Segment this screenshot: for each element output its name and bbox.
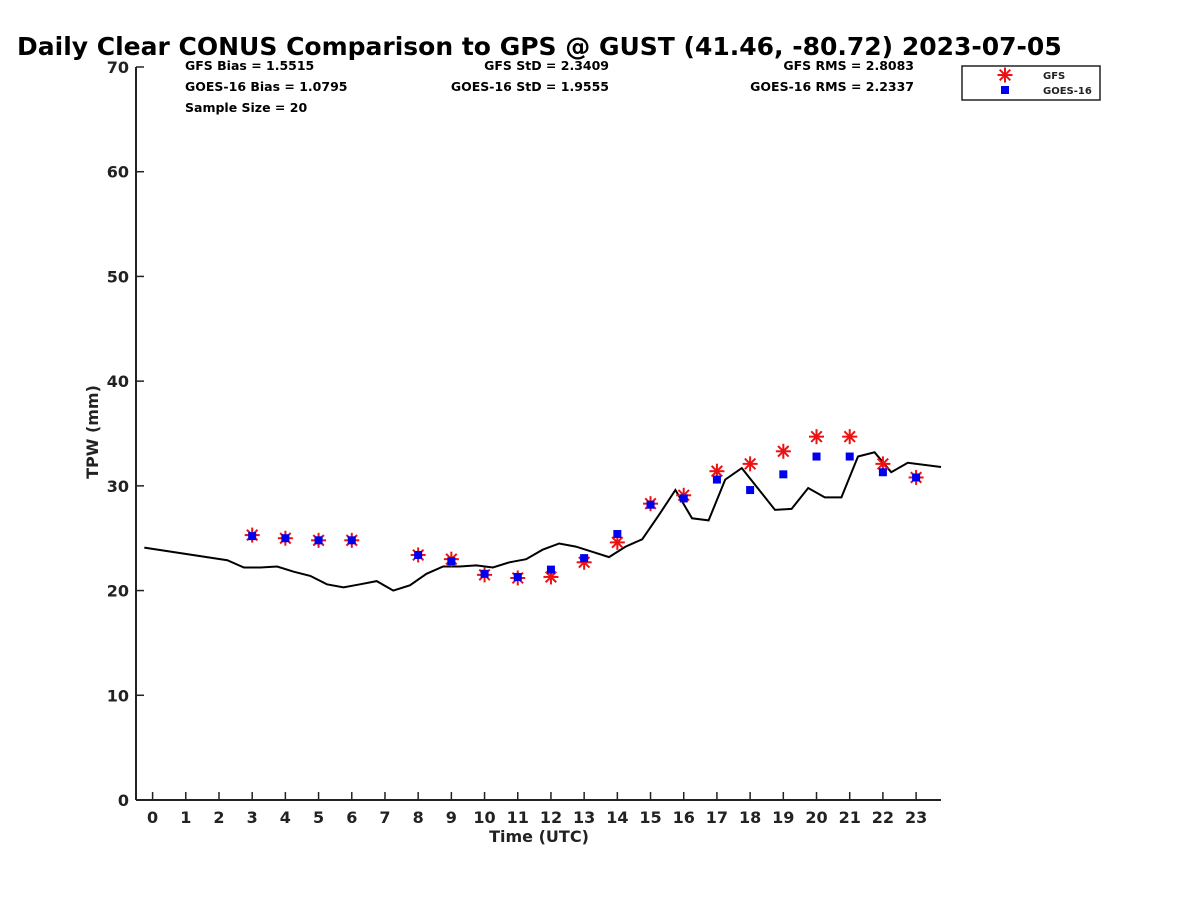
goes-series	[248, 452, 921, 581]
x-tick-label: 3	[247, 808, 258, 827]
y-tick-label: 40	[107, 372, 129, 391]
gfs-point	[842, 429, 858, 445]
goes-point	[347, 536, 356, 545]
goes-point	[646, 500, 655, 509]
x-tick-label: 2	[213, 808, 224, 827]
x-tick-label: 14	[606, 808, 628, 827]
x-tick-label: 6	[346, 808, 357, 827]
x-tick-label: 15	[639, 808, 661, 827]
gfs-point	[809, 429, 825, 445]
x-tick-label: 22	[872, 808, 894, 827]
goes-point	[679, 494, 688, 503]
goes-point	[414, 550, 423, 559]
legend-gfs-marker	[997, 67, 1013, 83]
x-tick-label: 9	[446, 808, 457, 827]
y-tick-label: 70	[107, 58, 129, 77]
stat-goes-bias: GOES-16 Bias = 1.0795	[185, 79, 347, 94]
x-tick-label: 0	[147, 808, 158, 827]
goes-point	[613, 530, 622, 539]
goes-point	[248, 532, 257, 541]
gps-series	[144, 451, 942, 592]
x-tick-label: 20	[805, 808, 827, 827]
gfs-point	[742, 456, 758, 472]
x-tick-label: 21	[839, 808, 861, 827]
chart-title: Daily Clear CONUS Comparison to GPS @ GU…	[17, 32, 1062, 61]
y-tick-label: 60	[107, 163, 129, 182]
legend-gfs-asterisk	[997, 67, 1013, 83]
goes-point	[712, 475, 721, 484]
y-axis-label: TPW (mm)	[83, 385, 102, 479]
goes-point	[746, 486, 755, 495]
x-tick-label: 1	[180, 808, 191, 827]
x-tick-label: 23	[905, 808, 927, 827]
legend-gfs-label: GFS	[1043, 71, 1065, 82]
goes-point	[878, 468, 887, 477]
legend: GFS GOES-16	[961, 65, 1101, 101]
goes-point	[779, 470, 788, 479]
y-tick-label: 20	[107, 582, 129, 601]
legend-goes-marker	[1001, 86, 1009, 94]
goes-point	[314, 536, 323, 545]
goes-point	[546, 565, 555, 574]
gfs-point	[875, 456, 891, 472]
goes-point	[912, 473, 921, 482]
x-tick-label: 5	[313, 808, 324, 827]
x-tick-label: 7	[379, 808, 390, 827]
stat-goes-rms: GOES-16 RMS = 2.2337	[750, 79, 914, 94]
gfs-point	[775, 443, 791, 459]
x-tick-label: 10	[473, 808, 495, 827]
x-tick-label: 16	[673, 808, 695, 827]
y-tick-label: 50	[107, 267, 129, 286]
x-tick-label: 18	[739, 808, 761, 827]
x-tick-label: 12	[540, 808, 562, 827]
x-tick-label: 19	[772, 808, 794, 827]
x-tick-label: 4	[280, 808, 291, 827]
goes-point	[447, 557, 456, 566]
x-tick-label: 11	[507, 808, 529, 827]
stat-gfs-bias: GFS Bias = 1.5515	[185, 58, 314, 73]
legend-box	[961, 65, 1101, 101]
goes-point	[480, 569, 489, 578]
stat-gfs-rms: GFS RMS = 2.8083	[783, 58, 914, 73]
stat-sample-size: Sample Size = 20	[185, 100, 307, 115]
y-tick-label: 10	[107, 686, 129, 705]
goes-point	[281, 534, 290, 543]
goes-point	[513, 572, 522, 581]
goes-point	[812, 452, 821, 461]
stat-goes-std: GOES-16 StD = 1.9555	[451, 79, 609, 94]
gps-line	[144, 451, 942, 592]
legend-goes-label: GOES-16	[1043, 86, 1092, 97]
goes-point	[580, 554, 589, 563]
x-tick-label: 8	[413, 808, 424, 827]
x-tick-label: 17	[706, 808, 728, 827]
x-axis-label: Time (UTC)	[489, 827, 589, 846]
stat-gfs-std: GFS StD = 2.3409	[484, 58, 609, 73]
stats-box: GFS Bias = 1.5515 GOES-16 Bias = 1.0795 …	[185, 58, 914, 115]
goes-point	[845, 452, 854, 461]
gfs-point	[609, 534, 625, 550]
y-tick-label: 0	[118, 791, 129, 810]
x-tick-label: 13	[573, 808, 595, 827]
y-tick-label: 30	[107, 477, 129, 496]
